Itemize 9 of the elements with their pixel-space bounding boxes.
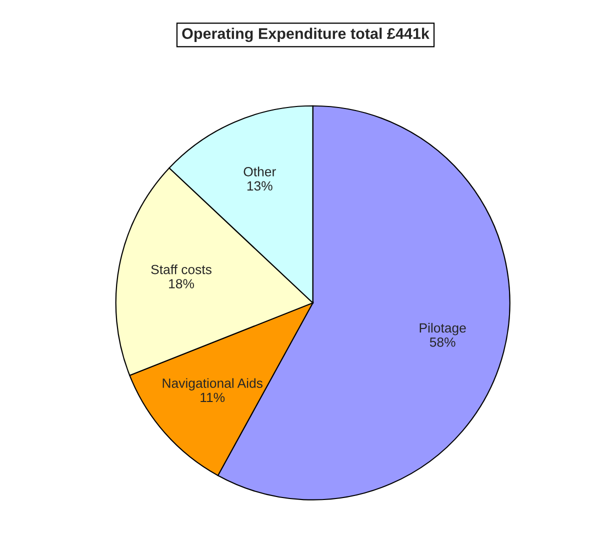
data-label: 11% bbox=[200, 392, 225, 402]
slice-label: Staff costs bbox=[151, 264, 212, 274]
slice-label: Other bbox=[244, 166, 276, 176]
data-label: 13% bbox=[247, 181, 272, 191]
data-label: 18% bbox=[169, 279, 194, 288]
data-label: 58% bbox=[430, 337, 456, 347]
chart-title: Operating Expenditure total £441k bbox=[182, 28, 430, 42]
slice-label: Navigational Aids bbox=[162, 378, 262, 390]
slice-label: Pilotage bbox=[420, 322, 466, 336]
